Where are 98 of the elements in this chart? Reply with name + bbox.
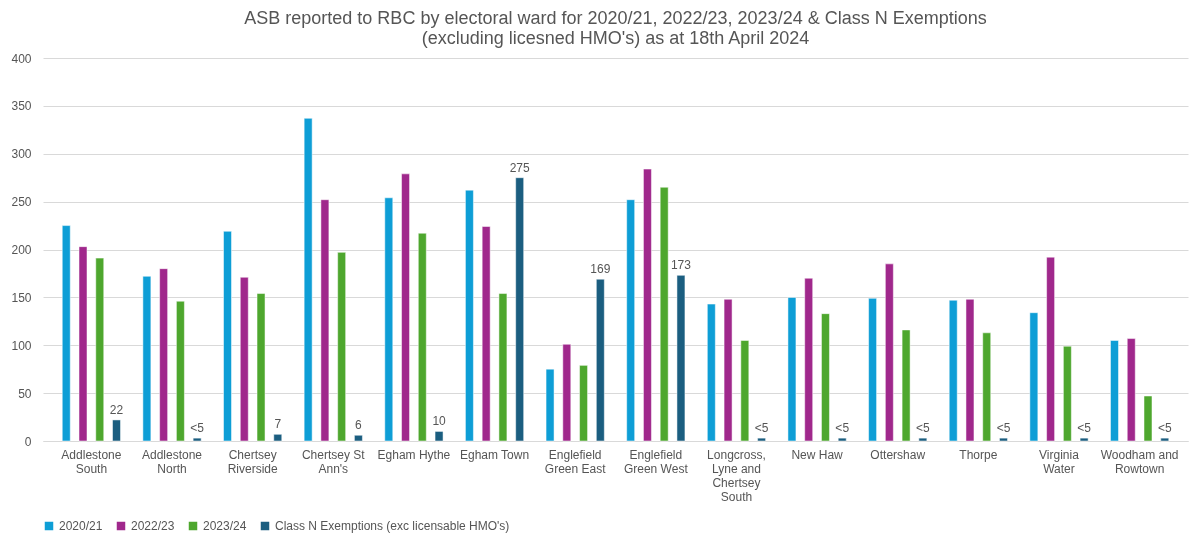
x-tick-label: Englefield Green East bbox=[544, 447, 607, 476]
bar bbox=[723, 299, 733, 442]
bar bbox=[999, 437, 1008, 442]
data-label: <5 bbox=[1077, 421, 1092, 436]
bar bbox=[707, 303, 716, 442]
data-label: 7 bbox=[274, 417, 282, 432]
bar bbox=[885, 263, 894, 442]
bar bbox=[982, 332, 991, 442]
x-tick-label: Woodham and Rowtown bbox=[1100, 447, 1179, 476]
x-tick-label: Chertsey St Ann's bbox=[301, 447, 366, 476]
data-label: <5 bbox=[916, 421, 931, 436]
bar bbox=[1126, 338, 1136, 442]
y-tick-label: 150 bbox=[11, 290, 32, 305]
bar bbox=[757, 437, 766, 442]
bar bbox=[303, 118, 313, 442]
y-tick-label: 350 bbox=[11, 99, 32, 114]
bar bbox=[1079, 437, 1089, 442]
y-tick-label: 50 bbox=[18, 386, 32, 401]
bar bbox=[273, 434, 283, 442]
bar bbox=[740, 340, 750, 442]
data-label: 169 bbox=[590, 262, 611, 277]
x-tick-label: Egham Hythe bbox=[377, 447, 451, 462]
y-tick-label: 0 bbox=[24, 434, 32, 449]
bar bbox=[837, 437, 847, 442]
data-label: 10 bbox=[432, 414, 447, 429]
legend-label: 2023/24 bbox=[203, 519, 247, 533]
bar bbox=[320, 199, 330, 442]
legend-label: Class N Exemptions (exc licensable HMO's) bbox=[275, 519, 510, 533]
x-tick-label: Longcross, Lyne and Chertsey South bbox=[707, 447, 766, 504]
bar bbox=[545, 368, 555, 442]
bar bbox=[223, 231, 232, 442]
data-label: 275 bbox=[509, 160, 531, 175]
bar bbox=[192, 437, 202, 442]
bar bbox=[1063, 345, 1072, 442]
bar bbox=[240, 277, 249, 442]
x-tick-label: Addlestone North bbox=[141, 447, 203, 476]
data-label: 173 bbox=[670, 258, 692, 273]
bar bbox=[901, 329, 911, 442]
y-tick-label: 250 bbox=[11, 195, 32, 210]
x-tick-label: Englefield Green West bbox=[623, 447, 689, 476]
bar bbox=[176, 300, 185, 442]
bar bbox=[1160, 437, 1169, 442]
bar bbox=[1143, 395, 1153, 442]
bar bbox=[948, 300, 958, 442]
bar bbox=[481, 226, 491, 442]
bar bbox=[965, 299, 975, 442]
bar bbox=[515, 177, 524, 442]
chart-title: ASB reported to RBC by electoral ward for 2020/21, 2022/23, 2023/24 & Class N Exemptions (excluding licesned HMO's) as at 18th April 2024 bbox=[244, 8, 987, 48]
data-label: <5 bbox=[190, 421, 205, 436]
bar bbox=[354, 435, 363, 442]
bar bbox=[112, 419, 121, 442]
bar bbox=[1029, 312, 1039, 442]
bar bbox=[62, 225, 71, 442]
bar bbox=[256, 293, 266, 442]
x-tick-label: Chertsey Riverside bbox=[227, 447, 278, 476]
data-label: <5 bbox=[1157, 421, 1172, 436]
bar bbox=[676, 275, 686, 442]
x-tick-label: Ottershaw bbox=[870, 447, 926, 462]
bar bbox=[95, 257, 105, 442]
legend-label: 2020/21 bbox=[59, 519, 103, 533]
bar bbox=[142, 276, 152, 442]
bar bbox=[78, 246, 88, 442]
x-tick-label: Egham Town bbox=[459, 447, 530, 462]
y-tick-label: 200 bbox=[11, 243, 32, 257]
bar bbox=[418, 232, 427, 442]
x-tick-label: Thorpe bbox=[959, 447, 998, 462]
bar bbox=[384, 197, 394, 442]
bar bbox=[821, 313, 830, 442]
bar bbox=[498, 293, 508, 442]
bar bbox=[562, 344, 572, 442]
bar bbox=[659, 187, 669, 442]
bar bbox=[337, 252, 346, 442]
bar bbox=[643, 168, 652, 442]
data-label: 22 bbox=[109, 402, 124, 417]
bar bbox=[626, 199, 635, 442]
bar bbox=[465, 189, 474, 442]
data-label: <5 bbox=[996, 421, 1011, 436]
y-tick-label: 100 bbox=[11, 338, 32, 353]
bar bbox=[401, 173, 410, 442]
bar bbox=[804, 277, 813, 442]
y-tick-label: 300 bbox=[11, 147, 32, 162]
x-tick-label: Addlestone South bbox=[61, 447, 122, 476]
bar bbox=[1110, 340, 1119, 442]
x-tick-label: New Haw bbox=[791, 447, 844, 462]
x-tick-label: Virginia Water bbox=[1039, 447, 1080, 476]
data-label: 6 bbox=[355, 418, 363, 433]
bar bbox=[1046, 256, 1055, 442]
bar bbox=[787, 297, 797, 442]
bar bbox=[579, 365, 588, 442]
bar bbox=[596, 278, 605, 442]
bar bbox=[434, 431, 444, 442]
data-label: <5 bbox=[754, 421, 769, 436]
legend-label: 2022/23 bbox=[131, 519, 175, 533]
bar bbox=[918, 437, 928, 442]
y-tick-label: 400 bbox=[11, 51, 32, 66]
bar bbox=[159, 268, 168, 442]
data-label: <5 bbox=[835, 421, 850, 436]
bar bbox=[868, 298, 877, 442]
